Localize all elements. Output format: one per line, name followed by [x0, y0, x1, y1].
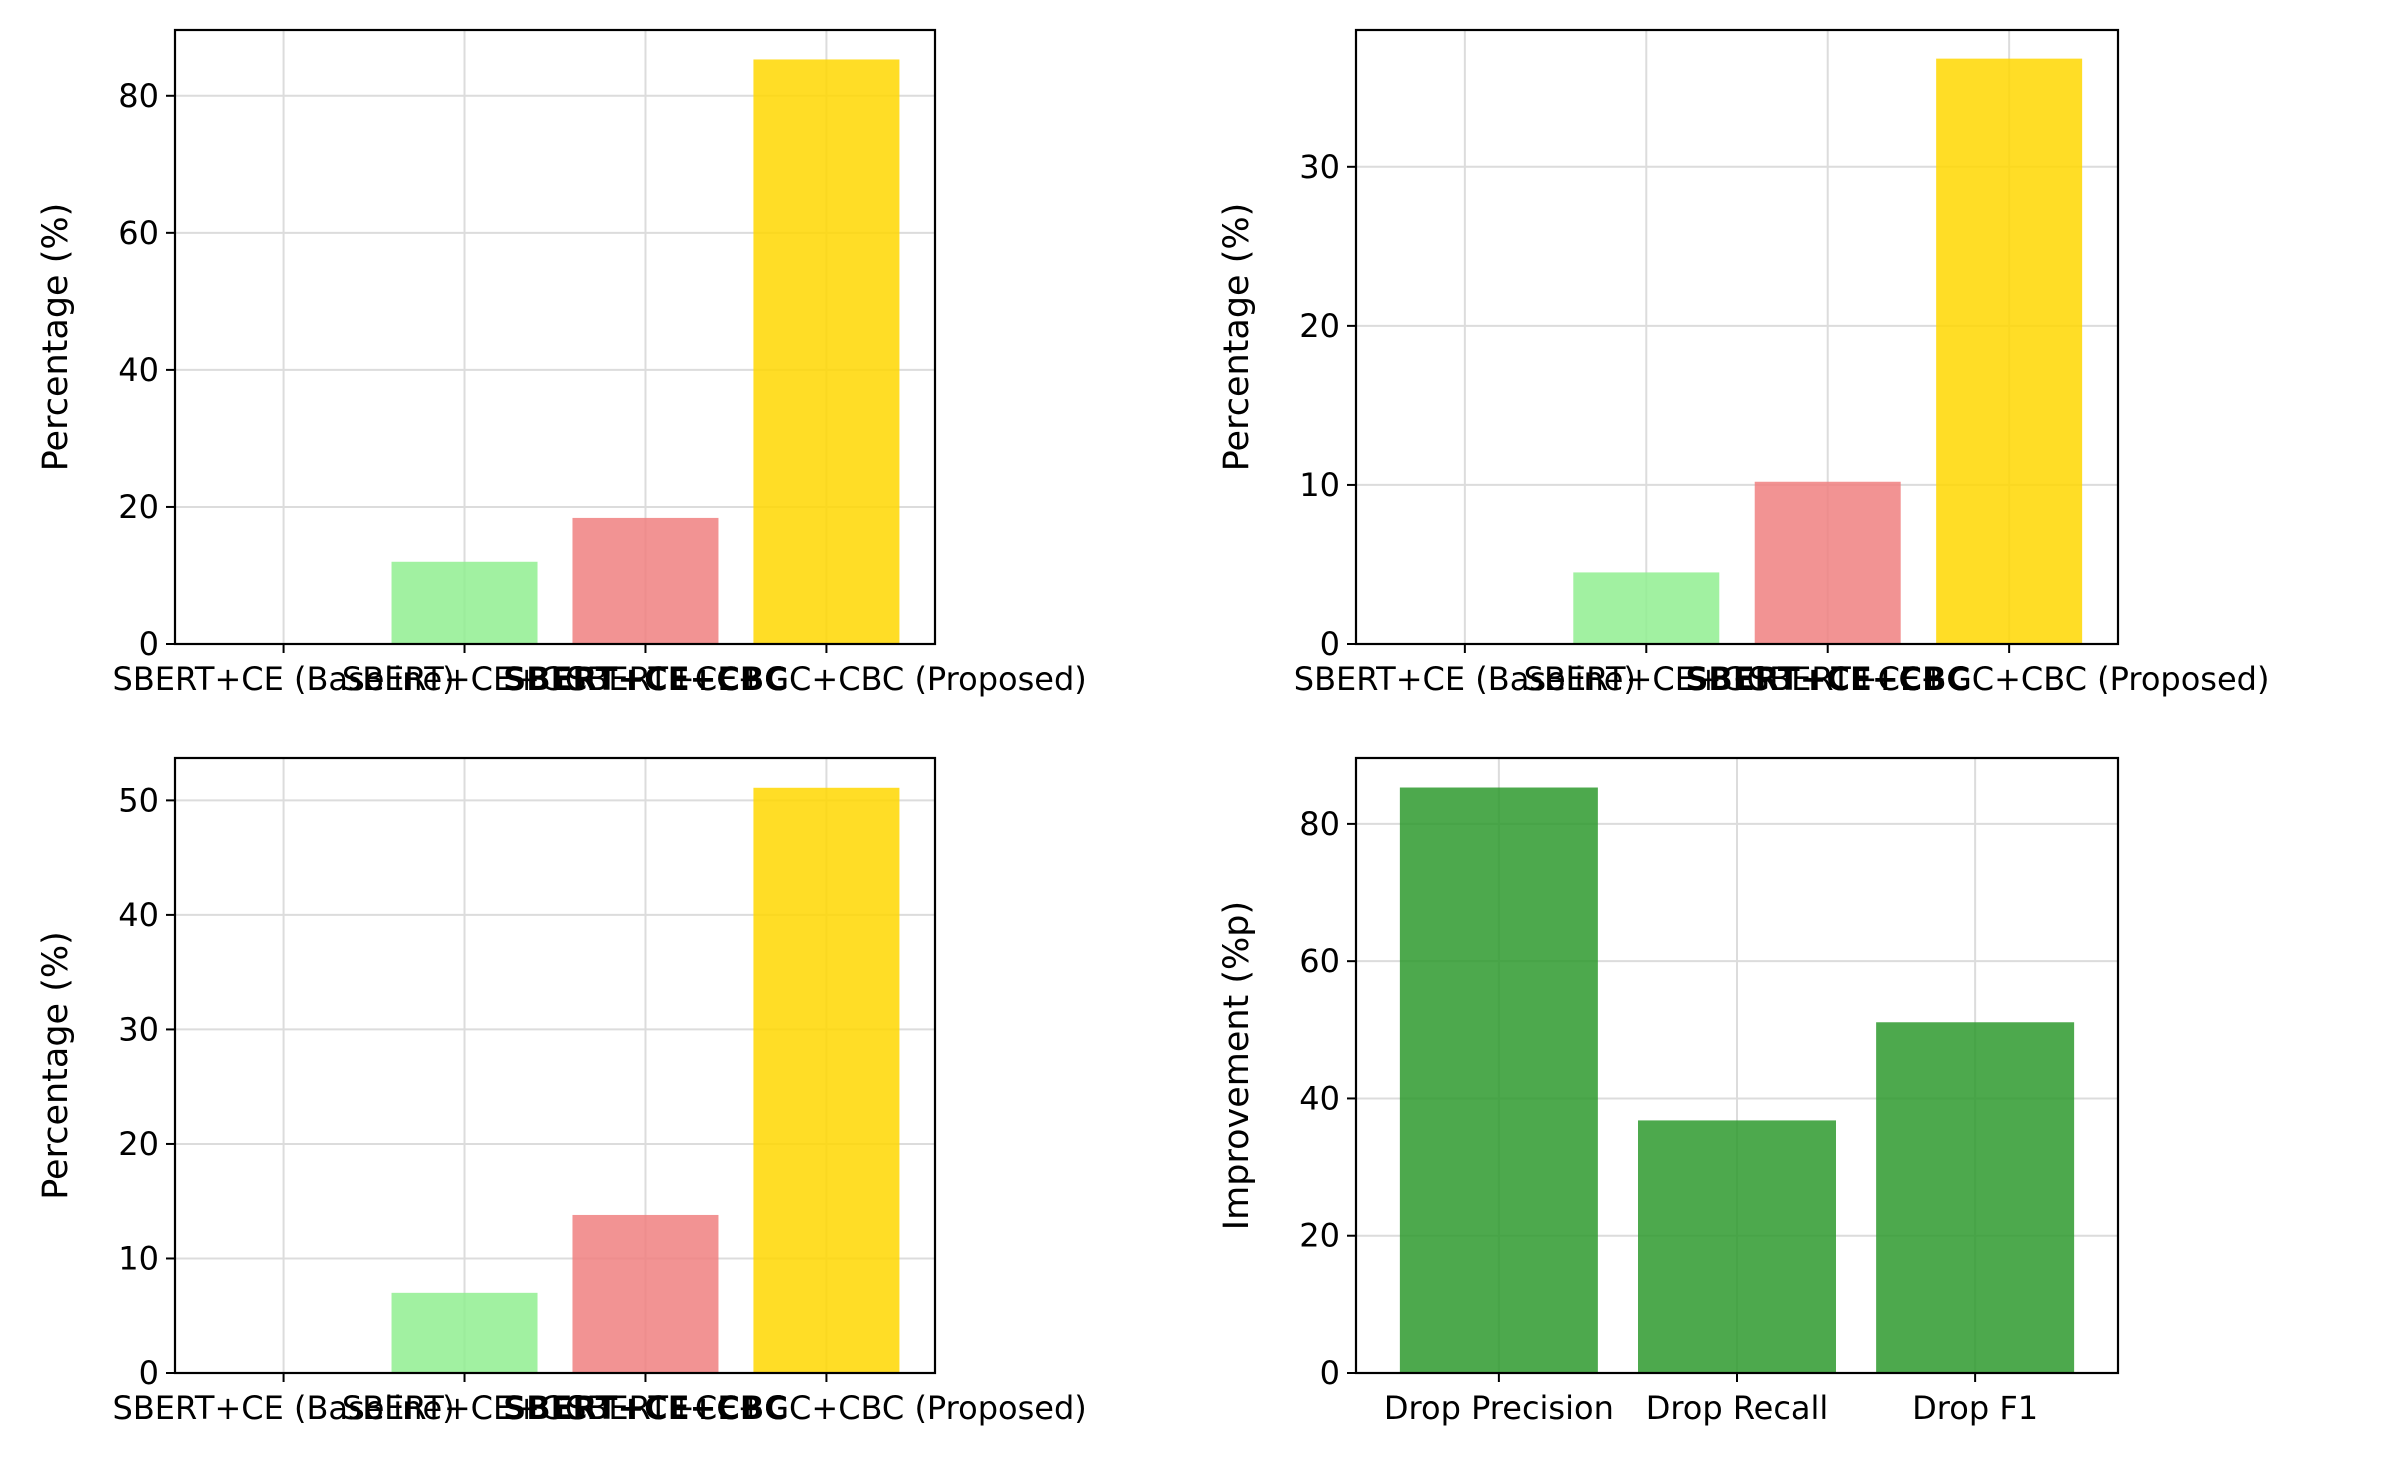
y-axis-label: Percentage (%)	[36, 931, 76, 1200]
x-tick-label: SBERT+CE+GC	[342, 660, 587, 698]
x-tick-label: Drop Precision	[1384, 1389, 1614, 1427]
x-tick-label: SBERT+CE+GC+CBC (Proposed)	[566, 660, 1087, 698]
y-tick-label: 60	[118, 214, 159, 252]
x-tick-label: Drop Recall	[1646, 1389, 1829, 1427]
y-tick-label: 60	[1299, 942, 1340, 980]
bar	[753, 787, 900, 1373]
bar	[572, 1214, 719, 1373]
y-tick-label: 0	[139, 1354, 159, 1392]
y-tick-label: 10	[1299, 466, 1340, 504]
chart-panel-4: 0 20 40 60 80 Drop Precision Drop Recall Drop F…	[1217, 756, 2120, 1427]
y-tick-label: 0	[139, 625, 159, 663]
bar	[1573, 572, 1720, 644]
bar	[572, 517, 719, 644]
axes-frame	[173, 28, 937, 646]
bar	[1638, 1120, 1836, 1373]
y-axis-label: Percentage (%)	[36, 203, 76, 472]
y-tick-label: 50	[118, 781, 159, 819]
x-tick-label: SBERT+CE+CBC	[1685, 660, 1970, 698]
y-tick-label: 20	[1299, 307, 1340, 345]
y-axis-label: Percentage (%)	[1217, 203, 1257, 472]
x-tick-label: Drop F1	[1912, 1389, 2038, 1427]
bar	[1754, 481, 1901, 644]
bar	[753, 59, 900, 645]
bar	[1936, 58, 2083, 644]
chart-panel-1: 0 20 40 60 80 SBERT+CE (Baseline)SBERT+CE+GCS…	[36, 28, 1087, 698]
y-tick-label: 20	[118, 1125, 159, 1163]
bar	[1876, 1022, 2075, 1373]
bar	[391, 1292, 538, 1373]
x-tick-label: SBERT+CE+GC+CBC (Proposed)	[1749, 660, 2270, 698]
x-tick-label: SBERT+CE (Baseline)	[1294, 660, 1636, 698]
y-axis-label: Improvement (%p)	[1217, 901, 1257, 1230]
y-tick-label: 20	[1299, 1217, 1340, 1255]
x-tick-label: SBERT+CE (Baseline)	[113, 660, 455, 698]
y-tick-label: 0	[1320, 1354, 1340, 1392]
axes-frame	[1354, 28, 2120, 646]
x-tick-label: SBERT+CE+GC	[342, 1389, 587, 1427]
y-tick-label: 30	[1299, 148, 1340, 186]
y-tick-label: 0	[1320, 625, 1340, 663]
y-tick-label: 40	[1299, 1079, 1340, 1117]
bar	[1399, 787, 1598, 1373]
y-tick-label: 40	[118, 351, 159, 389]
chart-panel-2: 0 10 20 30 SBERT+CE (Baseline)SBERT+CE+GCSBE…	[1217, 28, 2270, 698]
axes-frame	[173, 756, 937, 1375]
x-tick-label: SBERT+CE+CBC	[503, 660, 788, 698]
x-tick-label: SBERT+CE (Baseline)	[113, 1389, 455, 1427]
x-tick-label: SBERT+CE+GC	[1524, 660, 1769, 698]
y-tick-label: 20	[118, 488, 159, 526]
y-tick-label: 10	[118, 1239, 159, 1277]
y-tick-label: 30	[118, 1010, 159, 1048]
y-tick-label: 40	[118, 896, 159, 934]
x-tick-label: SBERT+CE+CBC	[503, 1389, 788, 1427]
y-tick-label: 80	[1299, 805, 1340, 843]
y-tick-label: 80	[118, 77, 159, 115]
bar	[391, 561, 538, 644]
x-tick-label: SBERT+CE+GC+CBC (Proposed)	[566, 1389, 1087, 1427]
